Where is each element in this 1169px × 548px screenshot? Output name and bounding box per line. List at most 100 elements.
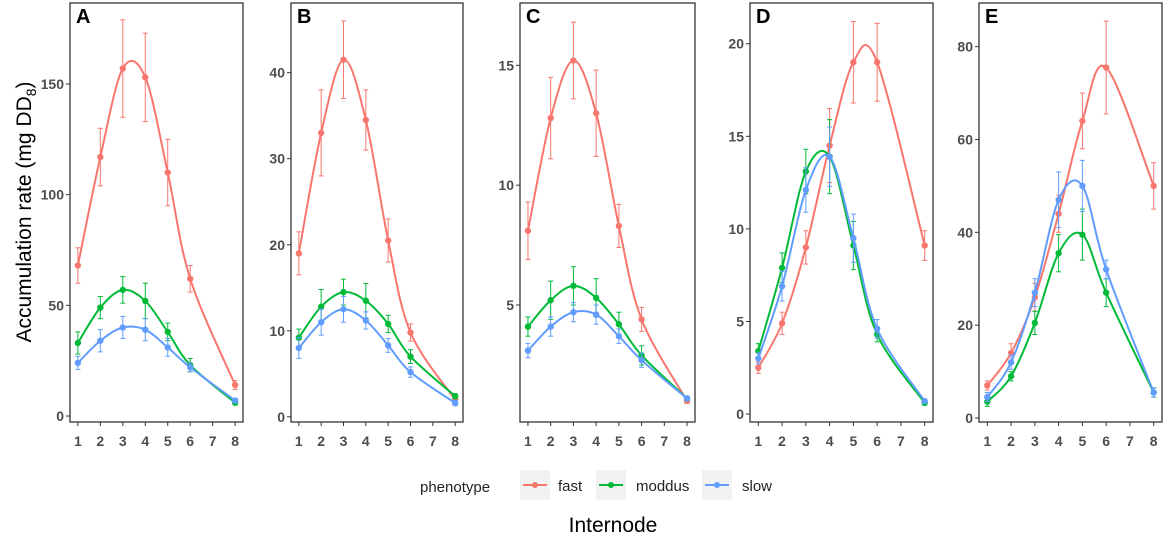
data-point (231, 397, 239, 404)
data-point (451, 399, 459, 407)
data-point (362, 297, 370, 304)
data-point (984, 393, 991, 401)
data-point (384, 237, 392, 244)
data-point (340, 56, 347, 63)
data-point (1055, 196, 1062, 204)
legend-label-moddus: moddus (636, 478, 689, 495)
data-point (142, 74, 149, 81)
x-tick-label: 2 (778, 433, 786, 449)
data-point (802, 186, 810, 194)
legend-key-moddus: moddus (596, 470, 689, 500)
y-tick-label: 0 (965, 410, 973, 426)
data-point (1102, 64, 1110, 71)
data-point (1007, 373, 1015, 380)
data-point (1079, 231, 1086, 238)
y-tick-label: 5 (506, 297, 514, 313)
data-point (850, 59, 857, 66)
y-tick-label: 100 (41, 187, 65, 203)
data-point (873, 325, 881, 333)
data-point (97, 337, 104, 344)
data-point (164, 328, 171, 336)
data-point (547, 297, 554, 304)
data-point (592, 311, 600, 318)
x-tick-label: 1 (295, 433, 303, 449)
x-tick-label: 6 (1102, 433, 1110, 449)
data-point (1031, 319, 1039, 327)
series-slow (74, 315, 239, 404)
legend-key-point (532, 482, 538, 488)
data-point (570, 57, 577, 64)
data-point (97, 304, 104, 311)
y-axis-title-close: ) (13, 81, 36, 88)
data-point (119, 324, 126, 331)
data-point (755, 364, 762, 371)
x-tick-label: 8 (683, 433, 691, 449)
data-point (187, 275, 194, 282)
y-tick-label: 15 (498, 57, 514, 73)
panel-label: D (756, 6, 770, 28)
panel-A: 0 50 100 150 1 2 3 4 5 6 7 8 A (41, 2, 244, 449)
data-point (524, 323, 532, 330)
x-tick-label: 5 (1078, 433, 1086, 449)
series-line-slow (986, 179, 1155, 398)
x-tick-label: 1 (754, 433, 762, 449)
data-point (407, 368, 414, 376)
data-point (119, 65, 126, 72)
x-tick-label: 4 (826, 433, 834, 449)
series-fast (74, 19, 239, 390)
x-tick-label: 4 (1055, 433, 1063, 449)
data-point (187, 364, 194, 371)
x-tick-label: 2 (96, 433, 104, 449)
panel-label: A (76, 6, 90, 28)
x-tick-label: 7 (660, 433, 668, 449)
panel-border (69, 2, 244, 423)
data-point (570, 282, 577, 290)
panel-border (290, 2, 464, 423)
y-tick-label: 20 (269, 237, 285, 253)
series-line-fast (757, 44, 926, 369)
x-tick-label: 2 (317, 433, 325, 449)
x-tick-label: 1 (983, 433, 991, 449)
y-tick-label: 50 (48, 297, 64, 313)
legend-title: phenotype (420, 479, 490, 496)
legend-key-point (714, 482, 720, 488)
data-point (295, 344, 303, 352)
data-point (1079, 182, 1086, 190)
data-point (164, 344, 171, 351)
data-point (407, 329, 414, 336)
y-tick-label: 40 (957, 224, 973, 240)
series-slow (524, 302, 691, 402)
data-point (362, 317, 370, 324)
series-slow (984, 159, 1157, 403)
data-point (524, 227, 532, 234)
data-point (1102, 289, 1110, 296)
data-point (826, 153, 833, 160)
legend-label-fast: fast (558, 478, 583, 495)
x-tick-label: 4 (592, 433, 600, 449)
data-point (592, 294, 600, 302)
y-tick-label: 40 (269, 65, 285, 81)
y-tick-label: 60 (957, 131, 973, 147)
data-point (340, 306, 347, 313)
legend-key-slow: slow (702, 470, 772, 500)
y-tick-label: 30 (269, 151, 285, 167)
panel-border (749, 2, 934, 423)
data-point (1007, 359, 1015, 366)
panel-label: E (985, 6, 998, 28)
x-tick-label: 7 (429, 433, 437, 449)
data-point (615, 321, 623, 328)
x-axis-title: Internode (569, 514, 658, 537)
x-tick-label: 6 (186, 433, 194, 449)
panel-label: B (297, 6, 311, 28)
legend-key-point (608, 482, 614, 488)
y-tick-label: 10 (728, 221, 744, 237)
data-point (231, 381, 239, 389)
x-tick-label: 8 (1150, 433, 1158, 449)
y-tick-label: 5 (736, 313, 744, 329)
y-tick-label: 0 (277, 409, 285, 425)
x-tick-label: 2 (1007, 433, 1015, 449)
